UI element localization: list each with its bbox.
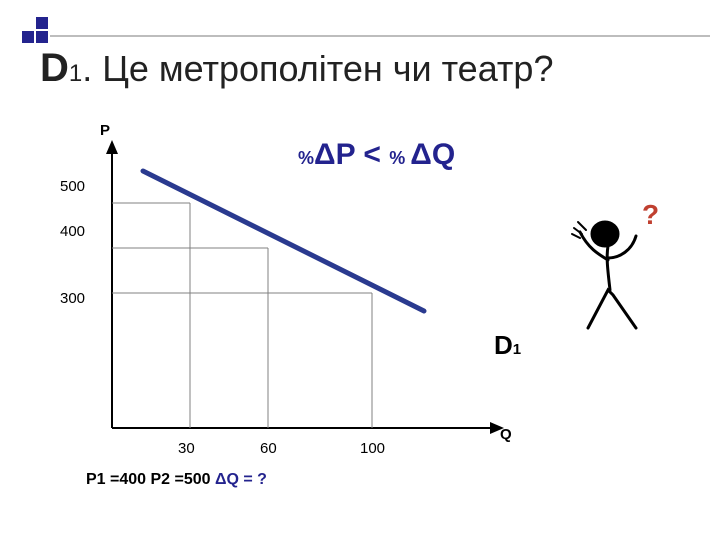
slide: D1. Це метрополітен чи театр? %ΔP < % ΔQ… xyxy=(0,0,720,540)
decor-square xyxy=(36,17,48,29)
y-axis-label: P xyxy=(100,122,110,139)
title-d-sub: 1 xyxy=(69,60,82,87)
title-text: . Це метрополітен чи театр? xyxy=(82,48,553,89)
title-d: D xyxy=(40,46,69,90)
x-arrow xyxy=(490,422,504,434)
torso xyxy=(607,246,610,290)
decor-square xyxy=(36,31,48,43)
question-mark-icon: ? xyxy=(642,200,659,230)
thinking-person-icon: ? xyxy=(558,200,678,340)
y-arrow xyxy=(106,140,118,154)
corner-decor xyxy=(22,8,68,46)
decor-rule xyxy=(50,35,710,37)
scratch-lines xyxy=(572,222,586,238)
decor-square xyxy=(22,31,34,43)
head xyxy=(592,222,618,246)
demand-chart xyxy=(76,138,516,458)
slide-title: D1. Це метрополітен чи театр? xyxy=(40,46,553,91)
bottom-dq: ΔQ = ? xyxy=(215,471,267,488)
bottom-question: Р1 =400 Р2 =500 ΔQ = ? xyxy=(86,470,336,489)
demand-line xyxy=(143,171,424,311)
bottom-pre: Р1 =400 Р2 =500 xyxy=(86,471,215,488)
legs xyxy=(588,290,636,328)
